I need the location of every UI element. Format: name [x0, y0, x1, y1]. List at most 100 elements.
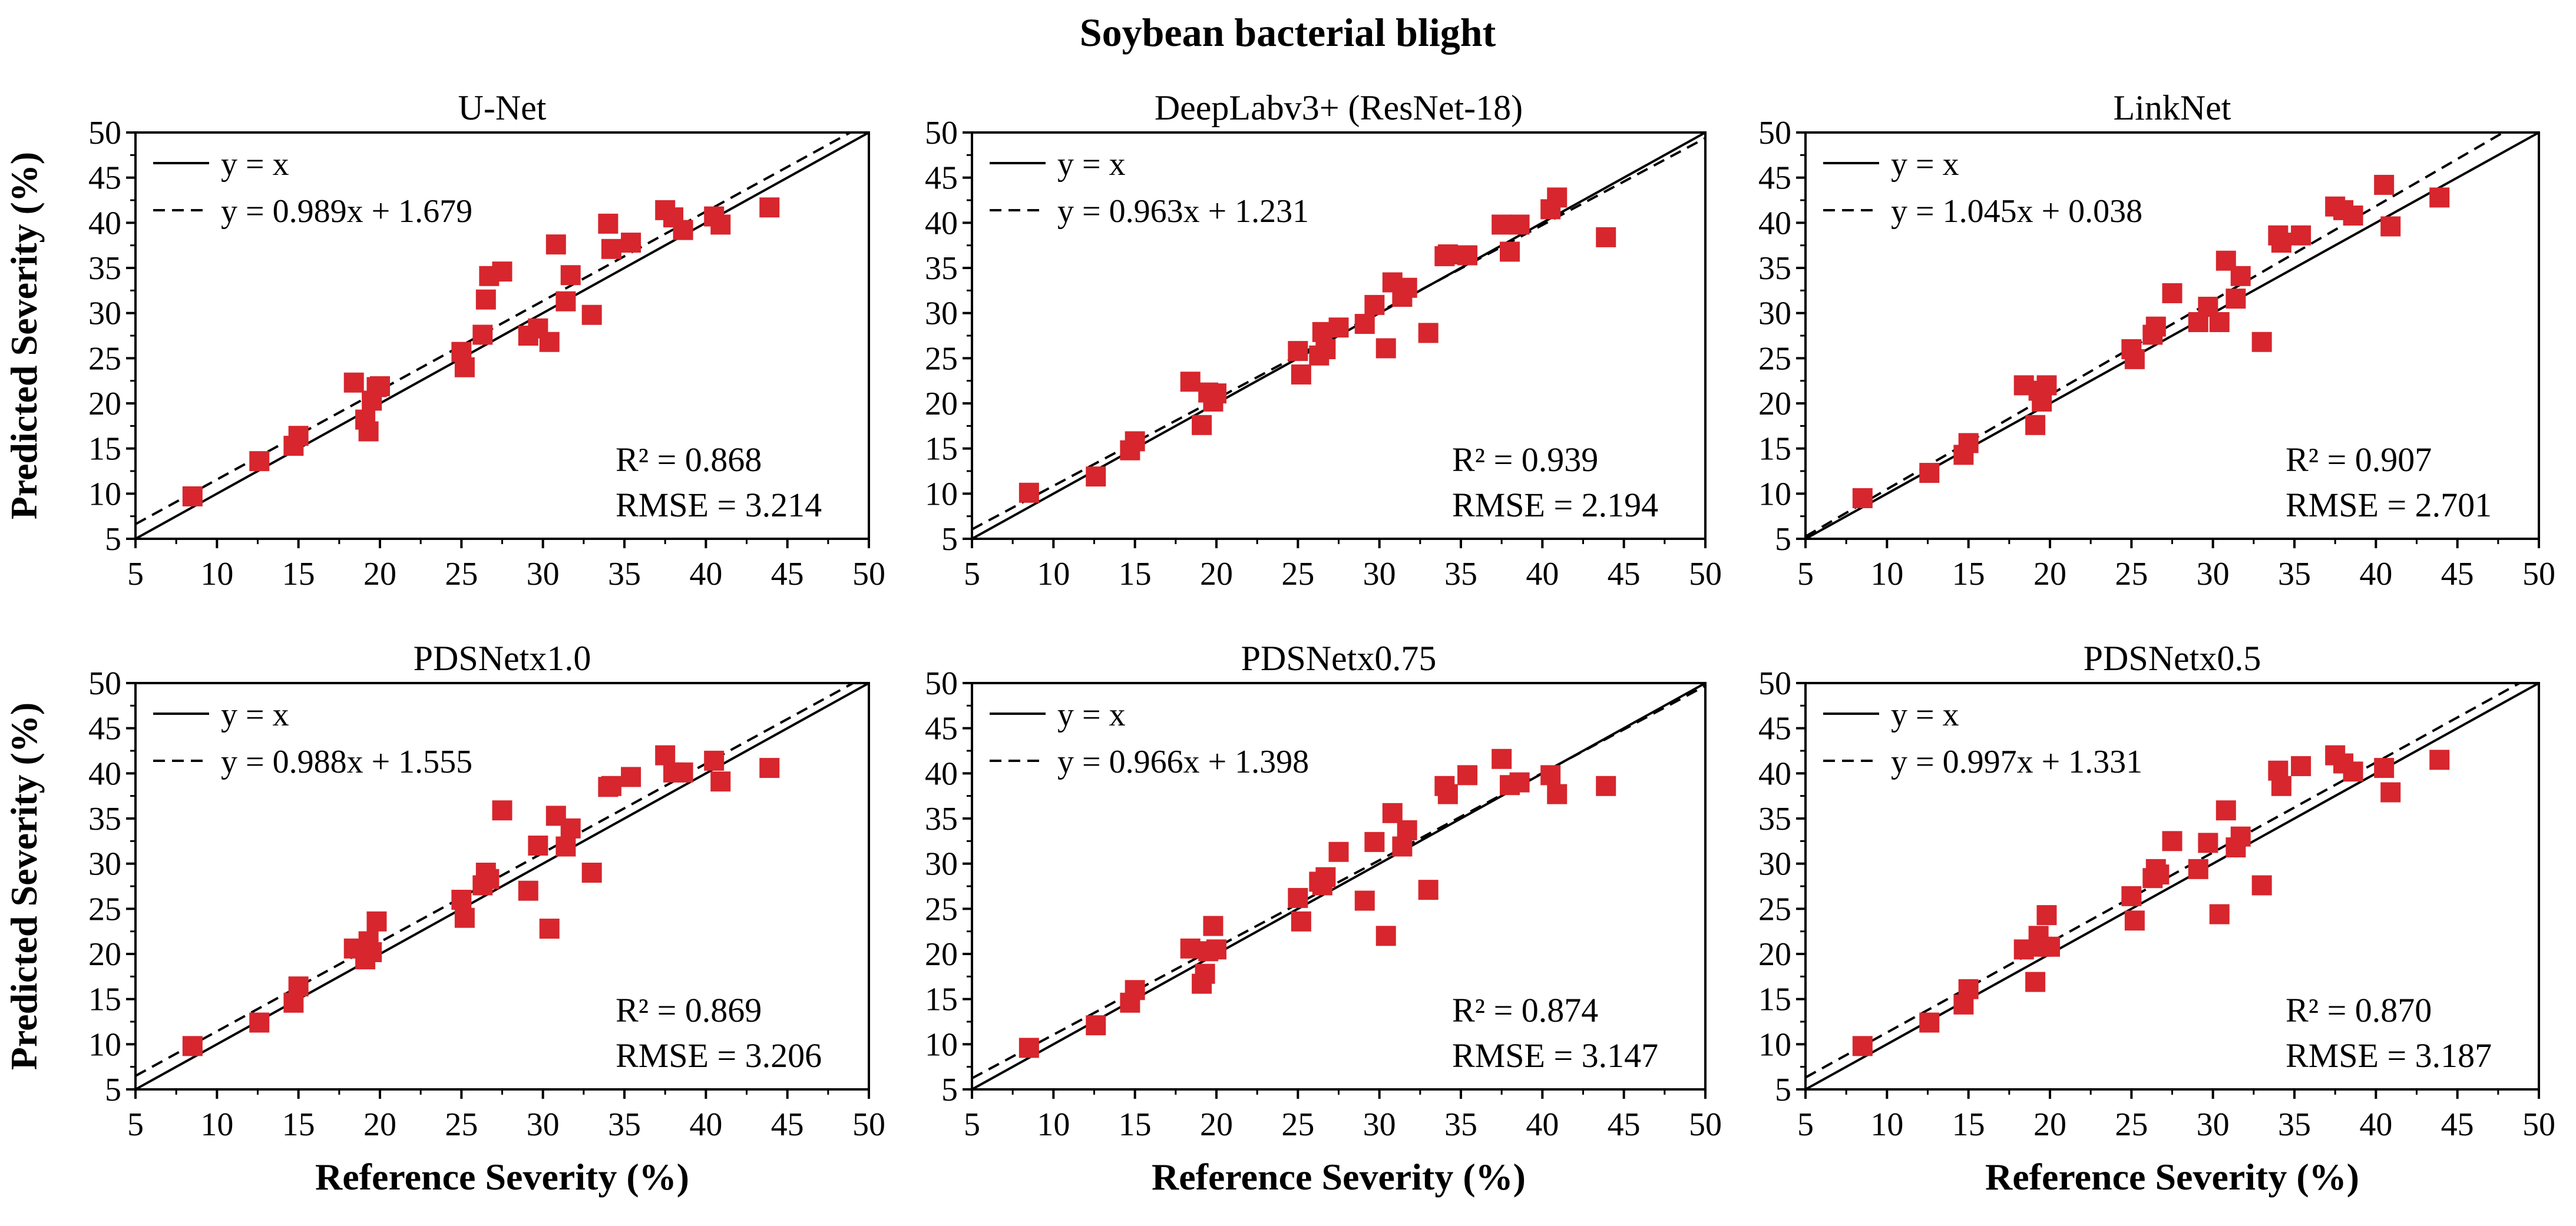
- data-point: [2036, 905, 2057, 926]
- y-tick-label: 30: [1758, 846, 1791, 883]
- data-point: [1852, 1036, 1873, 1056]
- data-point: [1547, 784, 1568, 804]
- data-point: [555, 836, 576, 857]
- x-tick-label: 10: [1870, 556, 1903, 592]
- y-tick-label: 40: [88, 756, 121, 792]
- y-tick-label: 45: [1758, 160, 1791, 197]
- data-point: [2025, 415, 2046, 435]
- plot-area: [1805, 132, 2539, 539]
- data-point: [1547, 187, 1568, 208]
- data-point: [1328, 841, 1349, 862]
- data-point: [1397, 277, 1417, 298]
- data-point: [673, 220, 693, 240]
- y-tick-label: 5: [1775, 1072, 1791, 1108]
- y-axis-label: Predicted Severity (%): [3, 152, 45, 519]
- legend-identity-label: y = x: [221, 697, 289, 733]
- data-point: [2251, 332, 2272, 352]
- data-point: [1596, 776, 1616, 796]
- data-point: [1375, 338, 1396, 359]
- data-point: [1180, 372, 1201, 392]
- x-tick-label: 5: [127, 1106, 144, 1143]
- panel-title: DeepLabv3+ (ResNet-18): [1155, 88, 1523, 127]
- x-tick-label: 50: [2522, 1106, 2555, 1143]
- data-point: [2380, 782, 2401, 803]
- data-point: [1125, 431, 1145, 452]
- data-point: [182, 486, 203, 506]
- x-axis-label: Reference Severity (%): [315, 1156, 689, 1198]
- rmse-label: RMSE = 2.701: [2286, 486, 2492, 524]
- panel-title: LinkNet: [2114, 88, 2231, 127]
- data-point: [2429, 187, 2450, 208]
- x-tick-label: 20: [2033, 1106, 2066, 1143]
- data-point: [1919, 463, 1940, 483]
- x-tick-label: 15: [282, 1106, 315, 1143]
- x-tick-label: 50: [1689, 556, 1722, 592]
- data-point: [1509, 214, 1530, 235]
- data-point: [1397, 820, 1417, 840]
- legend-fit-label: y = 0.966x + 1.398: [1057, 744, 1309, 780]
- data-point: [560, 265, 581, 286]
- fit-line: [972, 684, 1705, 1079]
- figure-title: Soybean bacterial blight: [1080, 10, 1496, 55]
- data-point: [249, 1012, 270, 1033]
- data-point: [1418, 323, 1439, 343]
- data-point: [2040, 936, 2060, 957]
- y-tick-label: 45: [925, 711, 958, 747]
- legend-identity-label: y = x: [1891, 697, 1959, 733]
- data-point: [539, 919, 560, 939]
- y-tick-label: 20: [925, 936, 958, 973]
- data-point: [2271, 776, 2291, 796]
- data-point: [2209, 904, 2230, 925]
- x-tick-label: 25: [1281, 1106, 1314, 1143]
- x-tick-label: 30: [2197, 556, 2230, 592]
- legend-identity-label: y = x: [1057, 146, 1126, 183]
- data-point: [1354, 314, 1375, 334]
- legend-fit-label: y = 0.963x + 1.231: [1057, 193, 1309, 230]
- data-point: [1328, 317, 1349, 338]
- data-point: [2271, 233, 2291, 253]
- y-tick-label: 45: [88, 160, 121, 197]
- x-tick-label: 5: [964, 556, 980, 592]
- y-tick-label: 10: [925, 1026, 958, 1063]
- scatter-panel: PDSNetx1.0 55 10 10 15 15 20 20 25 25 30 30 35 35 40 40…: [3, 639, 885, 1198]
- scatter-panel: PDSNetx0.5 55 10 10 15 15 20 20 25 25 30 30 35 35 40 40…: [1758, 639, 2555, 1198]
- data-point: [601, 776, 621, 796]
- scatter-panel: PDSNetx0.75 55 10 10 15 15 20 20 25 25 30 30 35 35 40 4…: [925, 639, 1722, 1198]
- y-tick-label: 25: [925, 891, 958, 927]
- data-point: [2124, 349, 2145, 369]
- x-tick-label: 15: [1952, 1106, 1985, 1143]
- data-point: [1315, 339, 1336, 359]
- x-tick-label: 45: [771, 1106, 804, 1143]
- x-tick-label: 45: [1608, 1106, 1641, 1143]
- y-tick-label: 40: [88, 205, 121, 241]
- data-point: [1192, 415, 1212, 435]
- x-tick-label: 15: [1952, 556, 1985, 592]
- data-point: [1291, 911, 1311, 932]
- data-point: [2162, 283, 2183, 303]
- x-tick-label: 45: [2441, 556, 2474, 592]
- data-point: [362, 942, 382, 962]
- y-tick-label: 40: [1758, 756, 1791, 792]
- x-tick-label: 15: [282, 556, 315, 592]
- data-point: [1315, 867, 1336, 887]
- data-point: [1919, 1012, 1940, 1033]
- data-point: [759, 197, 780, 218]
- x-tick-label: 50: [852, 556, 885, 592]
- scatter-panel: LinkNet 55 10 10 15 15 20 20 25 25 30 30 35 35 40 40 45 4…: [1758, 88, 2555, 592]
- data-point: [1019, 1038, 1039, 1058]
- data-point: [472, 324, 493, 345]
- r2-label: R² = 0.874: [1452, 991, 1598, 1029]
- legend-fit-label: y = 0.989x + 1.679: [221, 193, 472, 230]
- data-point: [710, 771, 731, 792]
- y-tick-label: 35: [925, 801, 958, 837]
- rmse-label: RMSE = 3.187: [2286, 1036, 2492, 1075]
- data-point: [1382, 803, 1403, 823]
- x-tick-label: 35: [608, 1106, 641, 1143]
- data-point: [673, 762, 693, 783]
- x-tick-label: 45: [2441, 1106, 2474, 1143]
- data-point: [1457, 245, 1478, 266]
- data-point: [1958, 979, 1979, 999]
- x-tick-label: 10: [1037, 1106, 1070, 1143]
- data-point: [1457, 765, 1478, 786]
